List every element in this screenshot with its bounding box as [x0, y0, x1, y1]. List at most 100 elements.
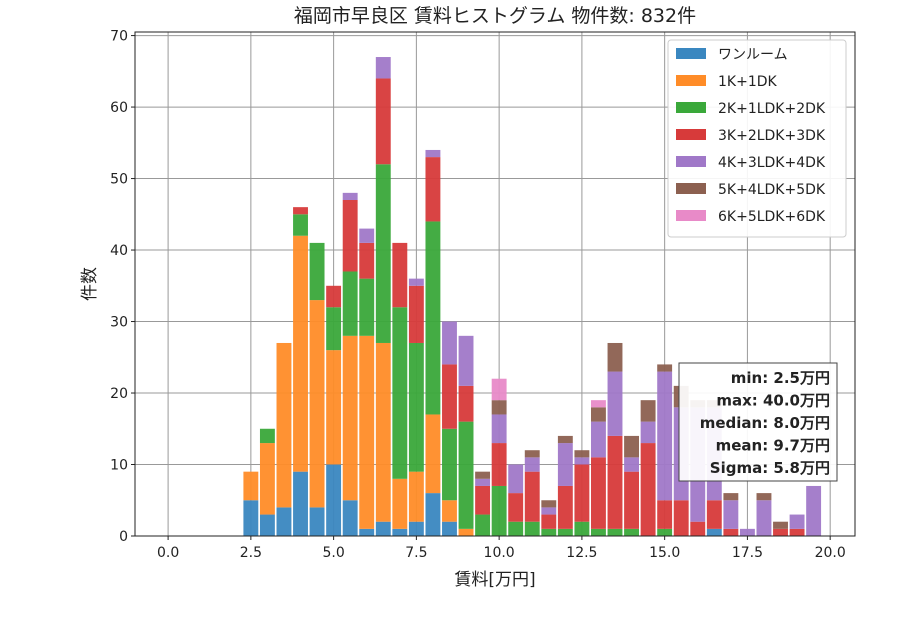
bar-segment [723, 500, 739, 529]
bar-segment [442, 321, 457, 365]
bar-segment [309, 242, 325, 301]
stats-box: min: 2.5万円 max: 40.0万円 median: 8.0万円 mean: … [678, 362, 838, 482]
bar-segment [607, 528, 623, 536]
y-axis-label: 件数 [80, 267, 100, 301]
bar-segment [508, 464, 524, 494]
x-tick-label: 10.0 [484, 545, 515, 561]
bar-segment [491, 378, 507, 401]
bar-segment [375, 521, 391, 536]
bar-segment [475, 471, 491, 479]
bar-segment [508, 493, 524, 522]
bar-segment [690, 521, 706, 536]
bar-segment [359, 242, 375, 279]
bar-segment [458, 528, 474, 536]
bar-segment [326, 350, 342, 465]
bar-segment [408, 342, 424, 472]
bar-segment [458, 385, 474, 422]
legend-entry: 4K+3LDK+4DK [718, 155, 826, 171]
bar-segment [624, 528, 639, 536]
bar-segment [557, 528, 573, 536]
bar-segment [491, 414, 507, 444]
bar-segment [640, 400, 656, 422]
x-tick-label: 15.0 [649, 545, 680, 561]
bar-segment [756, 500, 772, 536]
bar-segment [789, 514, 805, 529]
bar-segment [408, 471, 424, 522]
bar-segment [591, 421, 606, 458]
bar-segment [309, 300, 325, 508]
bar-segment [442, 500, 457, 522]
y-tick-label: 20 [110, 386, 128, 402]
y-tick-label: 30 [110, 315, 128, 331]
y-tick-label: 70 [110, 29, 128, 45]
bar-segment [541, 528, 557, 536]
legend-entry: 1K+1DK [718, 74, 778, 90]
x-tick-label: 17.5 [732, 545, 763, 561]
x-tick-label: 5.0 [322, 545, 344, 561]
stats-line: min: 2.5万円 [731, 369, 830, 387]
bar-segment [723, 528, 739, 536]
stats-line: max: 40.0万円 [716, 392, 830, 410]
x-axis-label: 賃料[万円] [454, 570, 535, 590]
y-axis-ticks: 0 10 20 30 40 50 60 70 [110, 29, 135, 545]
bar-segment [425, 157, 441, 222]
bar-segment [359, 228, 375, 243]
bar-segment [342, 500, 358, 536]
bar-segment [591, 528, 606, 536]
bar-segment [309, 507, 325, 536]
bar-segment [342, 192, 358, 200]
y-tick-label: 10 [110, 458, 128, 474]
bar-segment [624, 457, 639, 472]
bar-segment [392, 528, 408, 536]
legend-entry: 3K+2LDK+3DK [718, 128, 826, 144]
bar-segment [574, 457, 590, 465]
bar-segment [392, 242, 408, 308]
bar-segment [574, 450, 590, 458]
bar-segment [657, 500, 673, 529]
y-tick-label: 0 [119, 529, 128, 545]
bar-segment [673, 500, 689, 536]
bar-segment [375, 342, 391, 522]
bar-segment [326, 464, 342, 536]
stats-line: median: 8.0万円 [700, 414, 830, 432]
bar-segment [657, 528, 673, 536]
legend-swatch [676, 156, 706, 167]
bar-segment [259, 428, 275, 444]
bar-segment [293, 471, 308, 536]
plot-frame [134, 31, 856, 537]
bar-segment [524, 457, 540, 472]
legend-entry: 6K+5LDK+6DK [718, 209, 826, 225]
x-tick-label: 7.5 [405, 545, 427, 561]
x-axis-ticks: 0.0 2.5 5.0 7.5 10.0 12.5 15.0 17.5 20.0 [157, 536, 846, 561]
bar-segment [276, 342, 292, 508]
y-tick-label: 60 [110, 100, 128, 116]
bar-segment [591, 407, 606, 422]
bar-segment [574, 521, 590, 536]
stats-box-frame [678, 362, 838, 482]
stats-line: mean: 9.7万円 [716, 437, 830, 455]
bar-segment [392, 307, 408, 479]
grid-lines [135, 32, 855, 537]
bar-segment [342, 335, 358, 501]
bar-segment [491, 443, 507, 486]
bar-segment [425, 414, 441, 494]
bar-segment [624, 435, 639, 458]
bar-segment [723, 493, 739, 501]
bar-segment [293, 235, 308, 472]
bar-segment [657, 364, 673, 372]
bar-segment [458, 421, 474, 529]
bar-segment [574, 464, 590, 522]
bar-segment [541, 514, 557, 529]
bar-segment [557, 435, 573, 444]
legend: ワンルーム 1K+1DK 2K+1LDK+2DK 3K+2LDK+3DK 4K+3LDK… [667, 39, 847, 238]
bar-segment [408, 285, 424, 343]
bar-segment [375, 78, 391, 165]
bar-segment [508, 521, 524, 536]
bar-segment [475, 478, 491, 486]
legend-swatch [676, 183, 706, 194]
bar-segment [607, 342, 623, 372]
bar-segment [243, 471, 259, 501]
bar-segment [326, 285, 342, 308]
bar-segment [624, 471, 639, 529]
bar-segment [706, 500, 722, 529]
